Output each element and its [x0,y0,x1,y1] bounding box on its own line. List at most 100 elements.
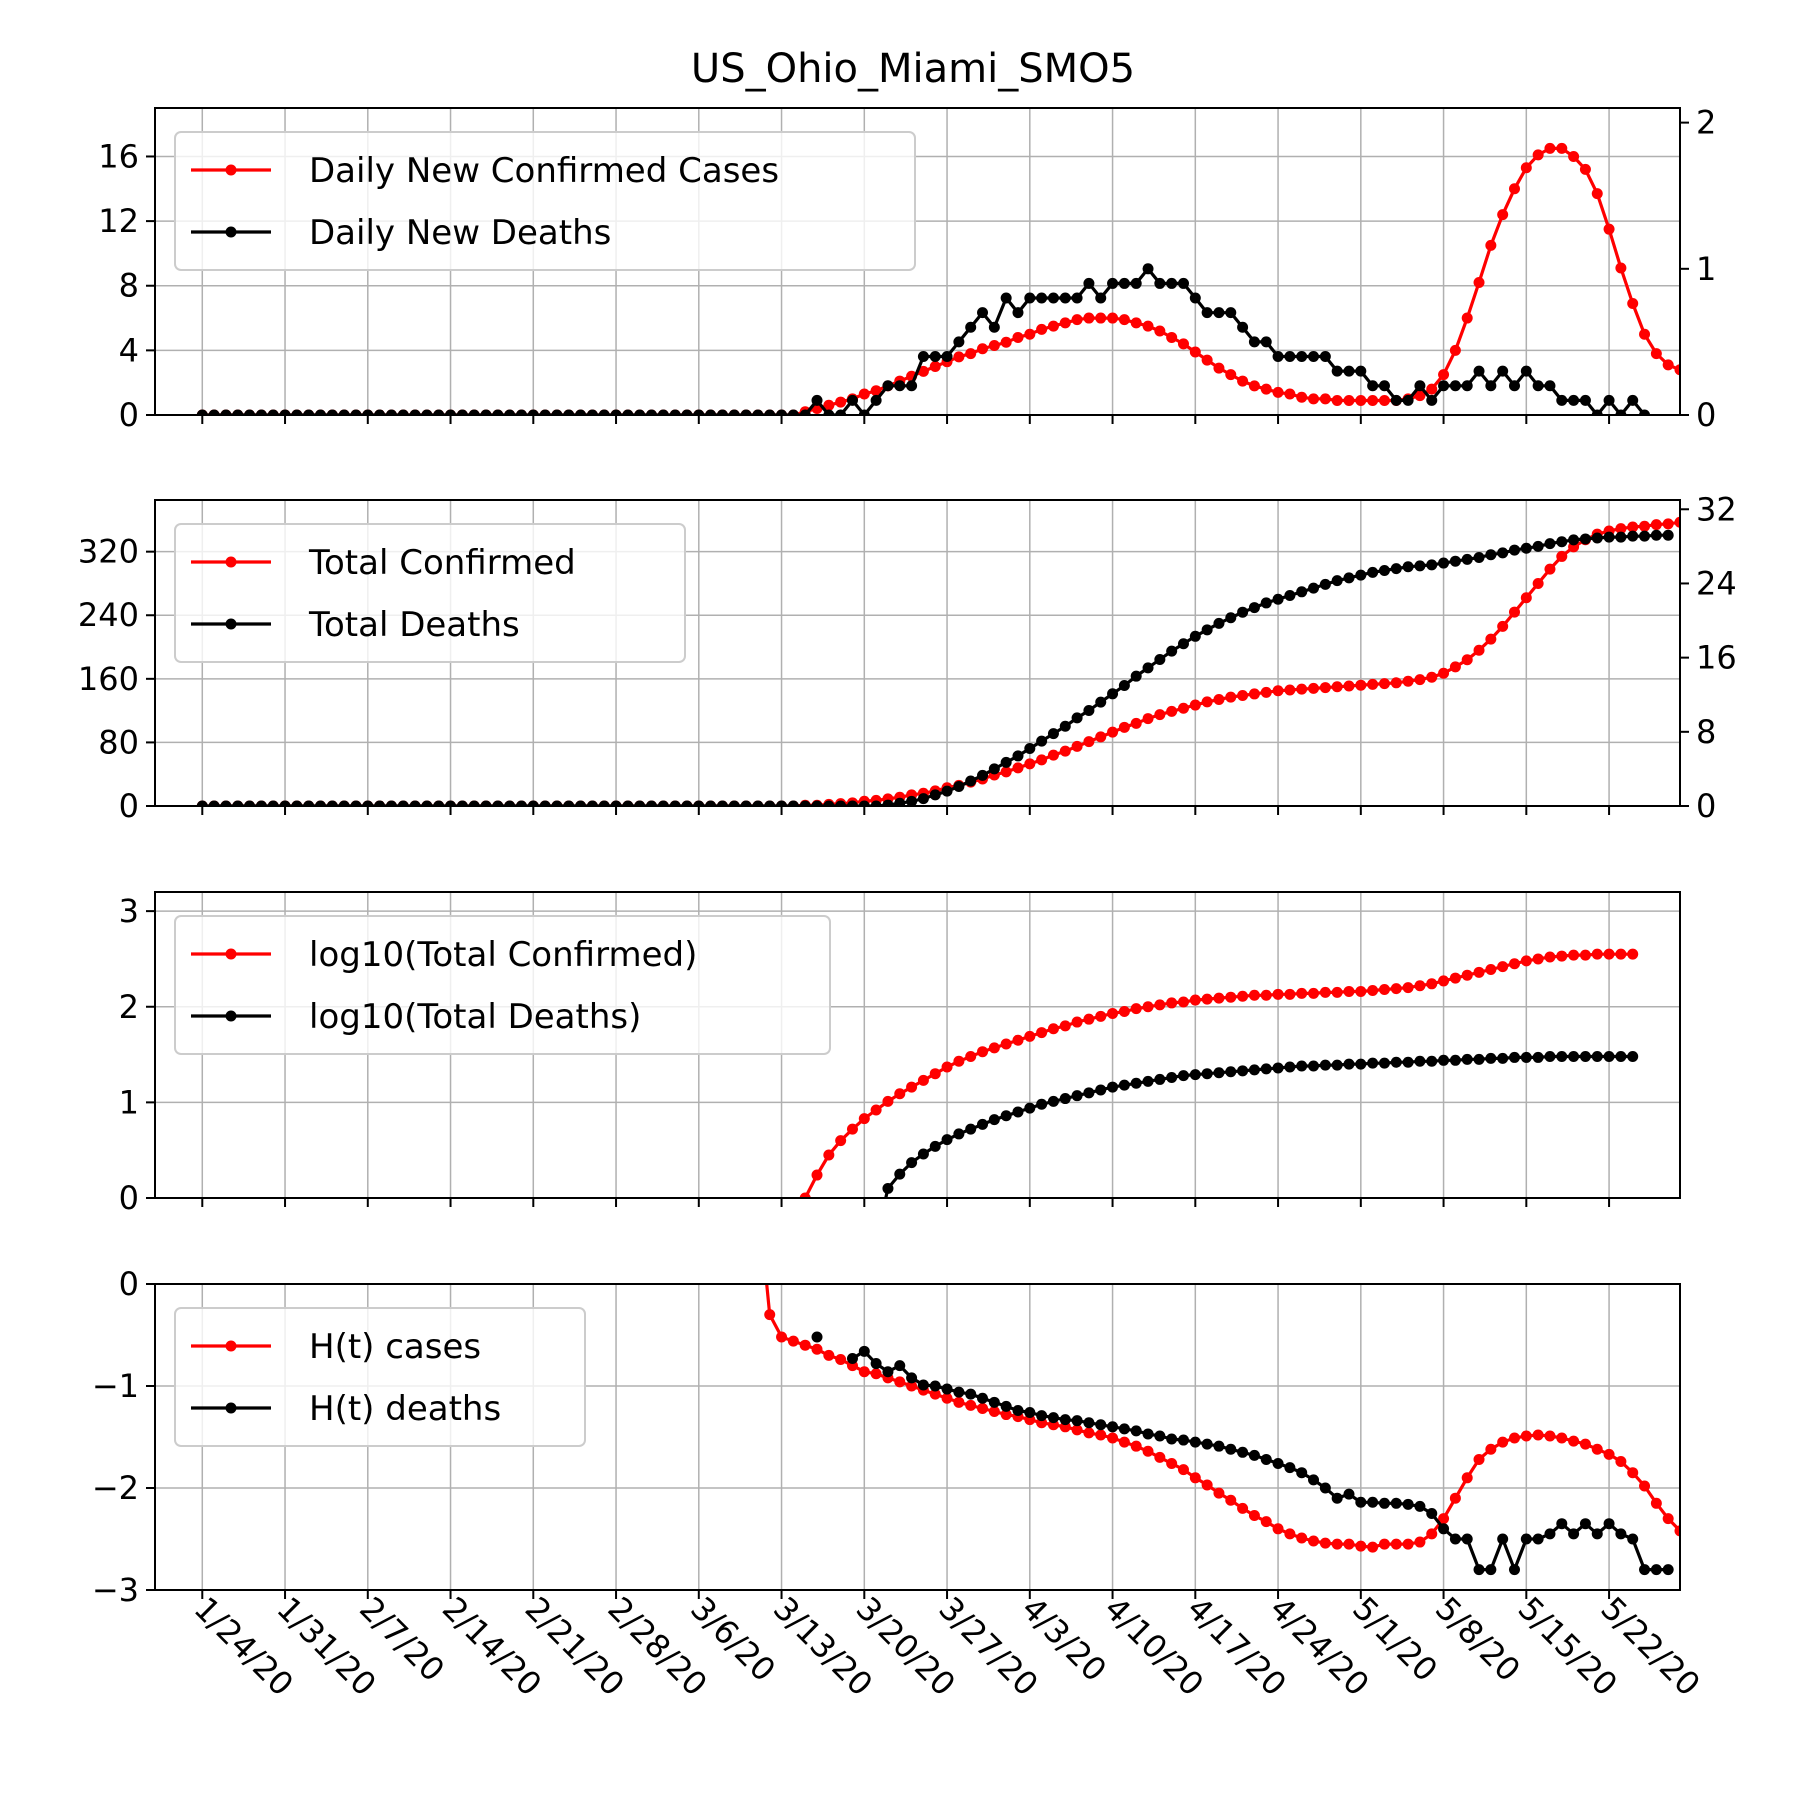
data-point [858,1345,870,1357]
data-point [1544,380,1556,392]
data-point [977,307,989,319]
data-point [1166,331,1178,343]
data-point [1177,1070,1189,1082]
data-point [1177,277,1189,289]
data-point [787,1335,799,1347]
data-point [1142,320,1154,332]
axes-frame [154,1283,1681,1591]
data-point [929,1140,941,1152]
data-point [1142,1445,1154,1457]
data-point [315,409,327,415]
data-point [1083,1427,1095,1439]
data-point [1615,409,1627,415]
data-point [1367,984,1379,996]
data-point [1662,518,1674,530]
data-point [1556,550,1568,562]
data-point [1449,344,1461,356]
data-point [1260,1516,1272,1528]
data-point [1343,1488,1355,1500]
data-point [385,409,397,415]
data-point [468,800,480,806]
data-point [858,800,870,806]
data-point [1130,1003,1142,1015]
data-point [1201,696,1213,708]
y-tick-label: 3 [119,892,139,930]
data-point [1213,362,1225,374]
data-point [456,409,468,415]
data-point [1012,1106,1024,1118]
data-point [1189,346,1201,358]
data-point [362,800,374,806]
data-point [1331,1538,1343,1550]
y2-tick-label: 0 [1696,396,1716,434]
data-point [965,1388,977,1400]
data-point [1449,380,1461,392]
data-point [1579,1518,1591,1530]
data-point [1520,1430,1532,1442]
data-point [1284,1528,1296,1540]
data-point [1331,394,1343,406]
data-point [1047,749,1059,761]
data-point [1508,544,1520,556]
data-point [965,1050,977,1062]
data-point [1497,209,1509,221]
data-point [1047,1023,1059,1035]
data-point [1378,984,1390,996]
data-point [350,409,362,415]
data-point [1449,972,1461,984]
data-point [1485,963,1497,975]
data-point [1296,683,1308,695]
data-point [1532,1533,1544,1545]
data-point [1237,1502,1249,1514]
data-point [823,399,835,411]
data-point [977,1118,989,1130]
data-point [1639,1564,1651,1576]
data-point [1497,1436,1509,1448]
legend-marker [225,1010,237,1022]
data-point [1532,1051,1544,1063]
y-tick-label: 8 [119,267,139,305]
data-point [1260,597,1272,609]
data-point [255,800,267,806]
data-point [787,409,799,415]
data-point [1414,1055,1426,1067]
data-point [941,1392,953,1404]
data-point [1390,983,1402,995]
data-point [1556,1050,1568,1062]
y-tick-label: 4 [119,331,139,369]
data-point [764,800,776,806]
data-point [1461,312,1473,324]
data-point [740,800,752,806]
data-point [1414,390,1426,402]
data-point [764,1309,776,1321]
data-point [586,409,598,415]
data-point [244,409,256,415]
data-point [1615,948,1627,960]
data-point [1544,142,1556,154]
data-point [1319,578,1331,590]
data-point [1166,1433,1178,1445]
data-point [1213,307,1225,319]
data-point [504,409,516,415]
data-point [669,800,681,806]
data-point [1461,380,1473,392]
data-point [1532,1429,1544,1441]
data-point [681,800,693,806]
data-point [1272,351,1284,363]
data-point [1319,986,1331,998]
data-point [965,1399,977,1411]
data-point [1272,1523,1284,1535]
data-point [315,800,327,806]
data-point [1591,1050,1603,1062]
data-point [941,785,953,797]
data-point [1615,1528,1627,1540]
data-point [1059,1093,1071,1105]
data-point [752,409,764,415]
data-point [1331,681,1343,693]
data-point [1662,359,1674,371]
legend-frame [174,1307,586,1447]
data-point [1095,696,1107,708]
data-point [1497,1533,1509,1545]
legend-marker [225,948,237,960]
